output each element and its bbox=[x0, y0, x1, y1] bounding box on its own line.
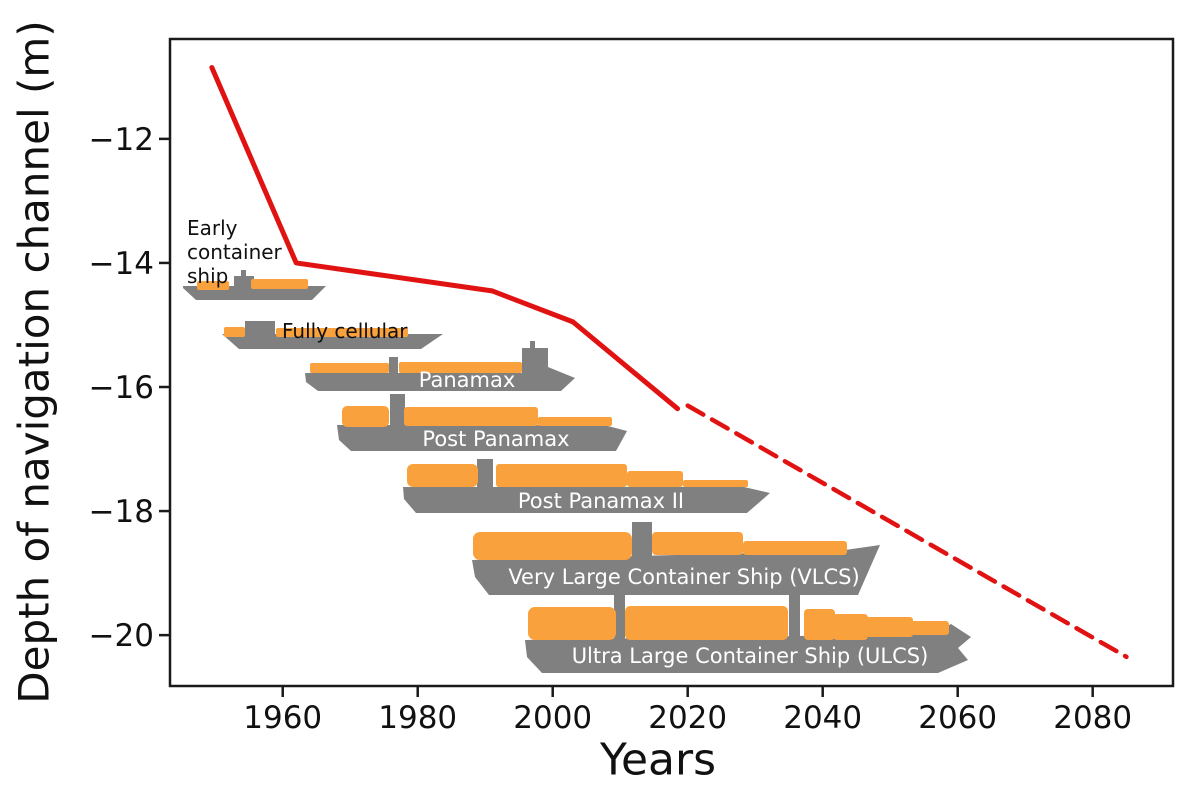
ship-containers-1 bbox=[224, 327, 245, 337]
ship-containers-4 bbox=[683, 480, 748, 487]
plot-frame bbox=[168, 37, 1175, 688]
ship-containers-1 bbox=[276, 328, 408, 337]
ship-label-1: Fully cellular bbox=[282, 319, 408, 343]
x-tick-label-1980: 1980 bbox=[378, 700, 457, 736]
ship-deckhouse-1 bbox=[245, 321, 275, 335]
x-tick-label-2080: 2080 bbox=[1053, 700, 1132, 736]
ship-deckhouse-3 bbox=[390, 394, 405, 425]
ship-deckhouse-2 bbox=[530, 341, 535, 349]
ship-containers-3 bbox=[538, 417, 612, 426]
ship-hull-1 bbox=[222, 334, 443, 349]
ship-containers-4 bbox=[496, 464, 627, 487]
ship-containers-0 bbox=[251, 279, 308, 289]
ship-containers-3 bbox=[404, 407, 538, 426]
ship-label-3: Post Panamax bbox=[422, 427, 569, 451]
ship-containers-4 bbox=[407, 464, 478, 487]
ship-label-0: Early bbox=[187, 216, 238, 240]
ship-deckhouse-0 bbox=[234, 276, 254, 287]
ship-containers-5 bbox=[652, 532, 743, 555]
ship-hull-4 bbox=[403, 487, 770, 513]
y-tick-label--14: −14 bbox=[89, 246, 154, 282]
ship-label-2: Panamax bbox=[419, 368, 516, 392]
y-tick-label--16: −16 bbox=[89, 370, 154, 406]
ship-containers-2 bbox=[399, 362, 522, 373]
channel-depth-projected-line bbox=[685, 403, 1129, 660]
ship-deckhouse-2 bbox=[522, 348, 548, 373]
ship-containers-6 bbox=[833, 614, 868, 640]
ship-containers-6 bbox=[528, 607, 616, 640]
ship-deckhouse-6 bbox=[614, 595, 625, 640]
ship-containers-6 bbox=[625, 606, 788, 640]
ship-containers-5 bbox=[473, 532, 632, 560]
x-tick-label-1960: 1960 bbox=[243, 700, 322, 736]
ship-label-0: ship bbox=[187, 264, 228, 288]
channel-depth-historical-line bbox=[209, 65, 681, 412]
y-tick-label--20: −20 bbox=[89, 618, 154, 654]
ship-deckhouse-5 bbox=[632, 522, 652, 562]
ship-deckhouse-6 bbox=[789, 595, 800, 640]
ship-deckhouse-4 bbox=[477, 459, 493, 487]
ship-label-5: Very Large Container Ship (VLCS) bbox=[508, 565, 859, 589]
ship-containers-3 bbox=[342, 406, 389, 427]
x-tick-label-2020: 2020 bbox=[648, 700, 727, 736]
ship-label-0: container bbox=[187, 240, 283, 264]
ship-label-4: Post Panamax II bbox=[518, 489, 684, 513]
x-tick-label-2000: 2000 bbox=[513, 700, 592, 736]
ship-label-6: Ultra Large Container Ship (ULCS) bbox=[572, 644, 929, 668]
ship-containers-6 bbox=[911, 621, 949, 635]
ship-deckhouse-2 bbox=[389, 357, 398, 373]
ship-containers-6 bbox=[804, 609, 835, 640]
ship-containers-6 bbox=[866, 617, 913, 637]
x-tick-label-2040: 2040 bbox=[783, 700, 862, 736]
ship-containers-2 bbox=[310, 363, 389, 373]
x-axis-title: Years bbox=[599, 734, 717, 786]
y-tick-label--12: −12 bbox=[89, 122, 154, 158]
ship-containers-5 bbox=[743, 541, 847, 555]
y-tick-label--18: −18 bbox=[89, 494, 154, 530]
ship-containers-0 bbox=[197, 281, 229, 290]
ship-deckhouse-0 bbox=[241, 270, 246, 277]
ship-hull-3 bbox=[337, 425, 627, 451]
ship-containers-4 bbox=[627, 471, 683, 487]
x-tick-label-2060: 2060 bbox=[918, 700, 997, 736]
y-axis-title: Depth of navigation channel (m) bbox=[9, 20, 59, 704]
